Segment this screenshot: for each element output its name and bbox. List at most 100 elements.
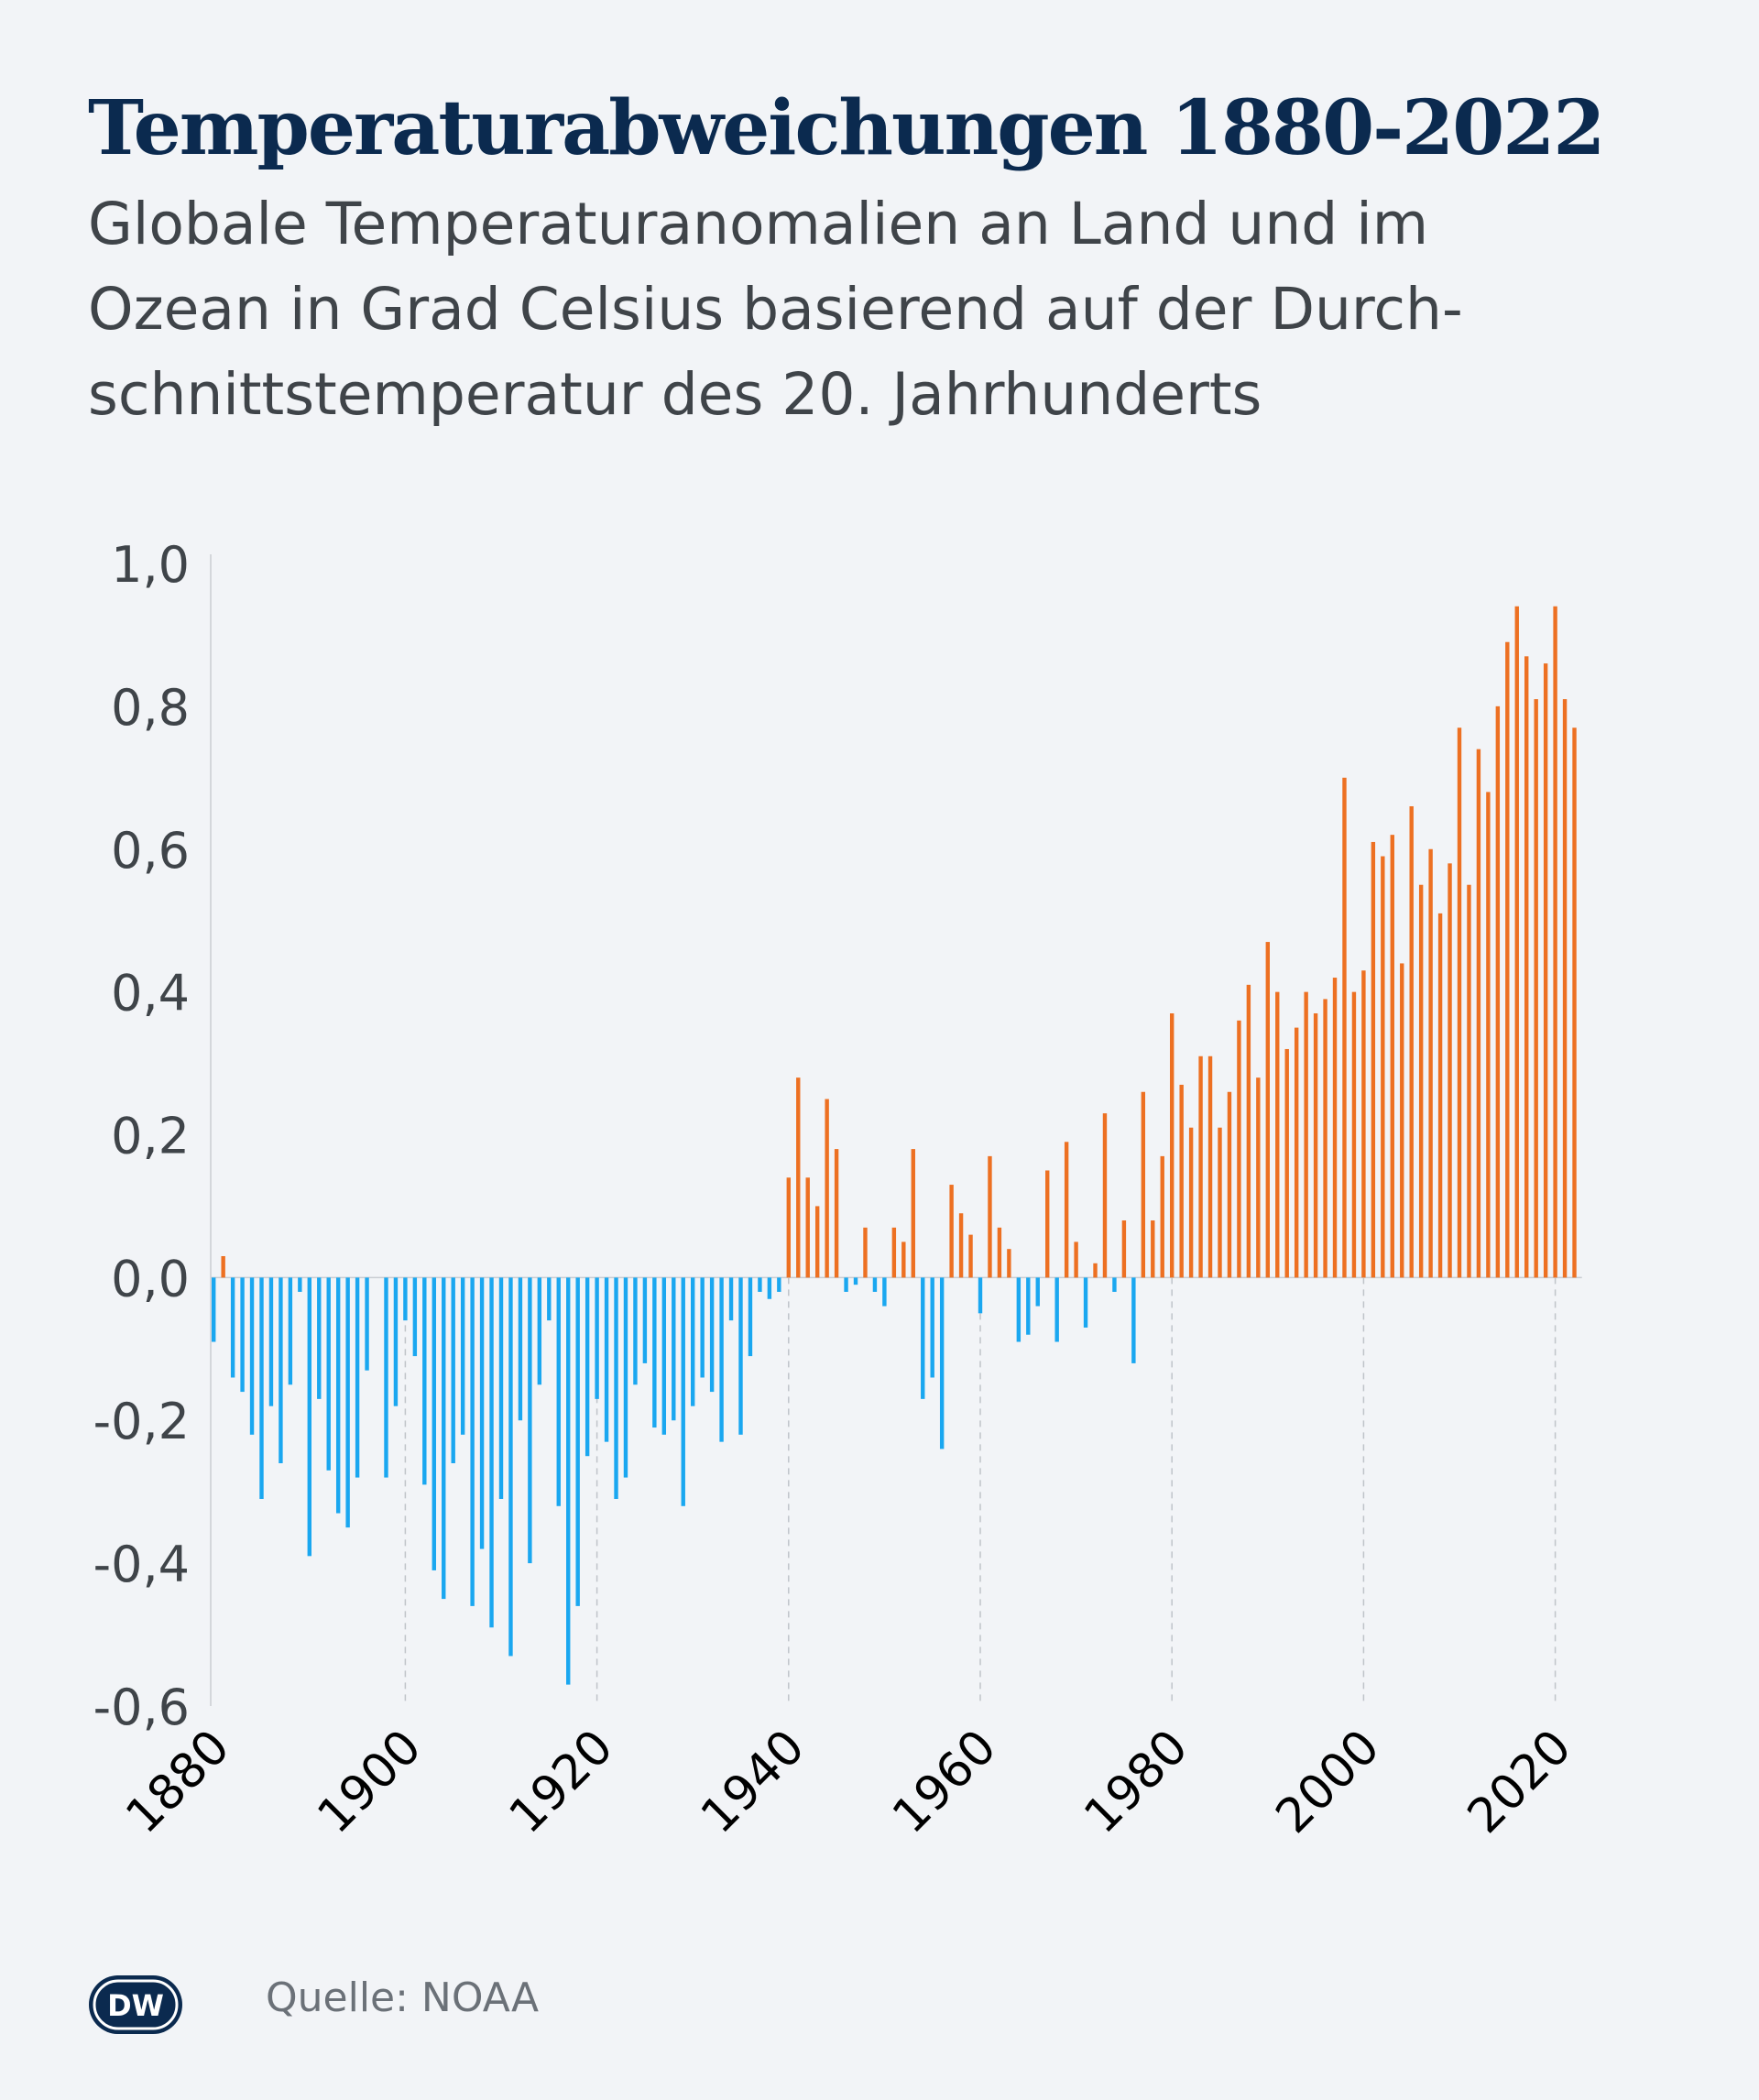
bar-1929 [681,1277,685,1506]
bar-1886 [268,1277,274,1406]
temperature-anomaly-bar-chart: 1,00,80,60,40,20,0-0,2-0,4-0,6 1880 1900 1… [93,536,1582,1844]
bar-1945 [834,1149,839,1278]
bar-1909 [489,1277,494,1628]
bar-2021 [1562,699,1568,1278]
bar-1991 [1275,991,1280,1278]
bar-1952 [901,1241,906,1278]
bar-2012 [1476,749,1481,1278]
dw-logo-icon: DW [89,1975,182,2034]
bar-1965 [1026,1277,1031,1335]
bar-1934 [728,1277,734,1321]
bar-1973 [1102,1113,1108,1278]
bar-1979 [1160,1155,1164,1278]
bar-2009 [1448,863,1452,1278]
x-tick-label: 1940 [691,1720,815,1844]
bar-1977 [1141,1091,1146,1278]
bar-1925 [642,1277,648,1363]
bar-1941 [796,1077,801,1278]
bar-1992 [1284,1048,1289,1278]
bar-1912 [518,1277,523,1421]
bar-1937 [758,1277,762,1292]
bar-2013 [1486,792,1491,1278]
bar-1998 [1342,777,1347,1278]
bar-1927 [661,1277,667,1435]
bar-1986 [1227,1091,1232,1278]
bar-1959 [968,1234,973,1278]
bar-1944 [825,1099,829,1278]
bar-1963 [1007,1249,1011,1278]
bar-1985 [1218,1127,1222,1278]
bar-1987 [1237,1020,1241,1278]
source-note: Quelle: NOAA [266,1974,540,2021]
bar-1885 [259,1277,264,1499]
bar-1974 [1112,1277,1117,1292]
bar-2005 [1409,805,1414,1278]
bar-1994 [1304,991,1308,1278]
bar-2002 [1381,856,1385,1278]
bar-1894 [345,1277,350,1528]
bar-1881 [221,1255,225,1278]
axes [210,554,1582,1706]
x-tick-label: 2020 [1458,1720,1582,1844]
bar-1956 [939,1277,945,1449]
bar-2020 [1553,606,1557,1278]
bar-1990 [1265,942,1270,1278]
bar-1940 [786,1177,791,1278]
bar-1950 [882,1277,887,1307]
bar-2018 [1534,699,1538,1278]
bar-1900 [403,1277,408,1321]
bar-1964 [1016,1277,1022,1342]
bar-1889 [298,1277,302,1292]
bar-1898 [384,1277,388,1478]
bar-1896 [365,1277,369,1371]
bar-1884 [249,1277,255,1435]
bar-2017 [1524,656,1529,1278]
bar-1976 [1131,1277,1136,1363]
x-tick-label: 1900 [308,1720,432,1844]
bar-1880 [212,1277,216,1342]
bar-1982 [1188,1127,1194,1278]
bar-1905 [451,1277,455,1464]
y-tick-labels: 1,0 0,8 0,6 0,4 0,2 0,0 -0,2 -0,4 -0,6 [93,536,190,1736]
bar-2016 [1514,606,1519,1278]
bar-2010 [1457,727,1462,1278]
x-tick-label: 1920 [499,1720,624,1844]
bar-1989 [1256,1077,1261,1278]
y-tick-label: 1,0 [111,536,190,594]
bar-1913 [528,1277,532,1564]
bar-1980 [1170,1013,1174,1278]
bar-1972 [1093,1263,1098,1278]
bar-1958 [958,1213,964,1278]
bar-1997 [1332,978,1338,1278]
bar-1899 [393,1277,399,1406]
chart-subtitle: Globale Temperaturanomalien an Land und … [88,181,1645,437]
x-tick-labels: 1880 1900 1920 1940 1960 1980 2000 2020 [115,1720,1581,1844]
bar-1967 [1045,1170,1050,1278]
y-tick-label: -0,4 [93,1536,190,1593]
bar-1993 [1294,1027,1299,1278]
bar-1910 [498,1277,504,1499]
bar-2006 [1418,884,1424,1278]
bar-1943 [814,1206,820,1278]
bar-1988 [1246,984,1251,1278]
bar-1951 [891,1227,897,1278]
y-tick-label: 0,0 [111,1250,190,1307]
subtitle-line-1: Globale Temperaturanomalien an Land und … [88,191,1429,257]
bar-1907 [470,1277,475,1606]
bar-1933 [719,1277,724,1442]
bar-1890 [307,1277,311,1557]
bars [212,606,1577,1685]
bar-2003 [1390,835,1394,1278]
x-tick-label: 1980 [1074,1720,1198,1844]
bar-1901 [412,1277,418,1357]
bar-1895 [355,1277,360,1478]
bar-1981 [1179,1084,1184,1278]
bar-1968 [1054,1277,1059,1342]
bar-1922 [614,1277,618,1499]
bar-2008 [1437,913,1443,1278]
subtitle-line-3: schnittstemperatur des 20. Jahrhunderts [88,361,1262,428]
bar-1942 [805,1177,810,1278]
bar-2004 [1400,963,1404,1278]
bar-1947 [853,1277,858,1285]
bar-1924 [633,1277,638,1385]
